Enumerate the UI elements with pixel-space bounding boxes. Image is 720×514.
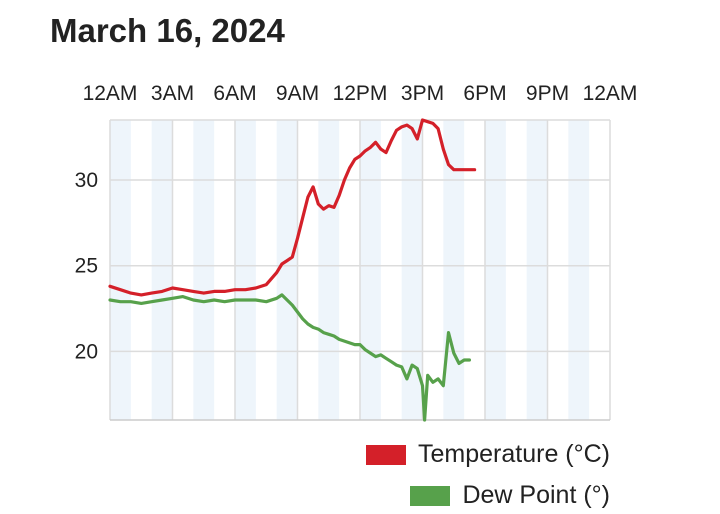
- hour-band: [151, 120, 173, 420]
- series-line-dew-point: [108, 293, 471, 422]
- hour-band: [110, 120, 131, 420]
- hour-band: [526, 120, 548, 420]
- hour-band: [568, 120, 590, 420]
- y-tick-label: 20: [75, 340, 98, 363]
- legend-label-dew-point: Dew Point (°): [462, 481, 610, 509]
- x-tick-label: 12PM: [333, 82, 388, 105]
- hour-band: [401, 120, 423, 420]
- hour-band: [235, 120, 256, 420]
- hour-band: [360, 120, 381, 420]
- x-tick-label: 9AM: [276, 82, 319, 105]
- x-tick-label: 9PM: [526, 82, 569, 105]
- hour-band: [485, 120, 506, 420]
- hour-band: [318, 120, 340, 420]
- y-tick-label: 30: [75, 169, 98, 192]
- x-tick-label: 3PM: [401, 82, 444, 105]
- legend-dew-point: Dew Point (°): [410, 481, 610, 510]
- legend-swatch-temperature: [366, 444, 406, 465]
- chart-title: March 16, 2024: [50, 12, 285, 49]
- x-tick-label: 6AM: [213, 82, 256, 105]
- x-tick-label: 6PM: [463, 82, 506, 105]
- x-tick-label: 3AM: [151, 82, 194, 105]
- series-line-temperature: [108, 118, 477, 297]
- legend-swatch-dew-point: [410, 485, 451, 506]
- x-tick-label: 12AM: [583, 82, 638, 105]
- x-tick-label: 12AM: [83, 82, 138, 105]
- legend-label-temperature: Temperature (°C): [418, 440, 610, 468]
- hour-band: [276, 120, 298, 420]
- hour-band: [443, 120, 465, 420]
- y-tick-label: 25: [75, 255, 98, 278]
- legend-temperature: Temperature (°C): [366, 440, 610, 469]
- hour-band: [193, 120, 215, 420]
